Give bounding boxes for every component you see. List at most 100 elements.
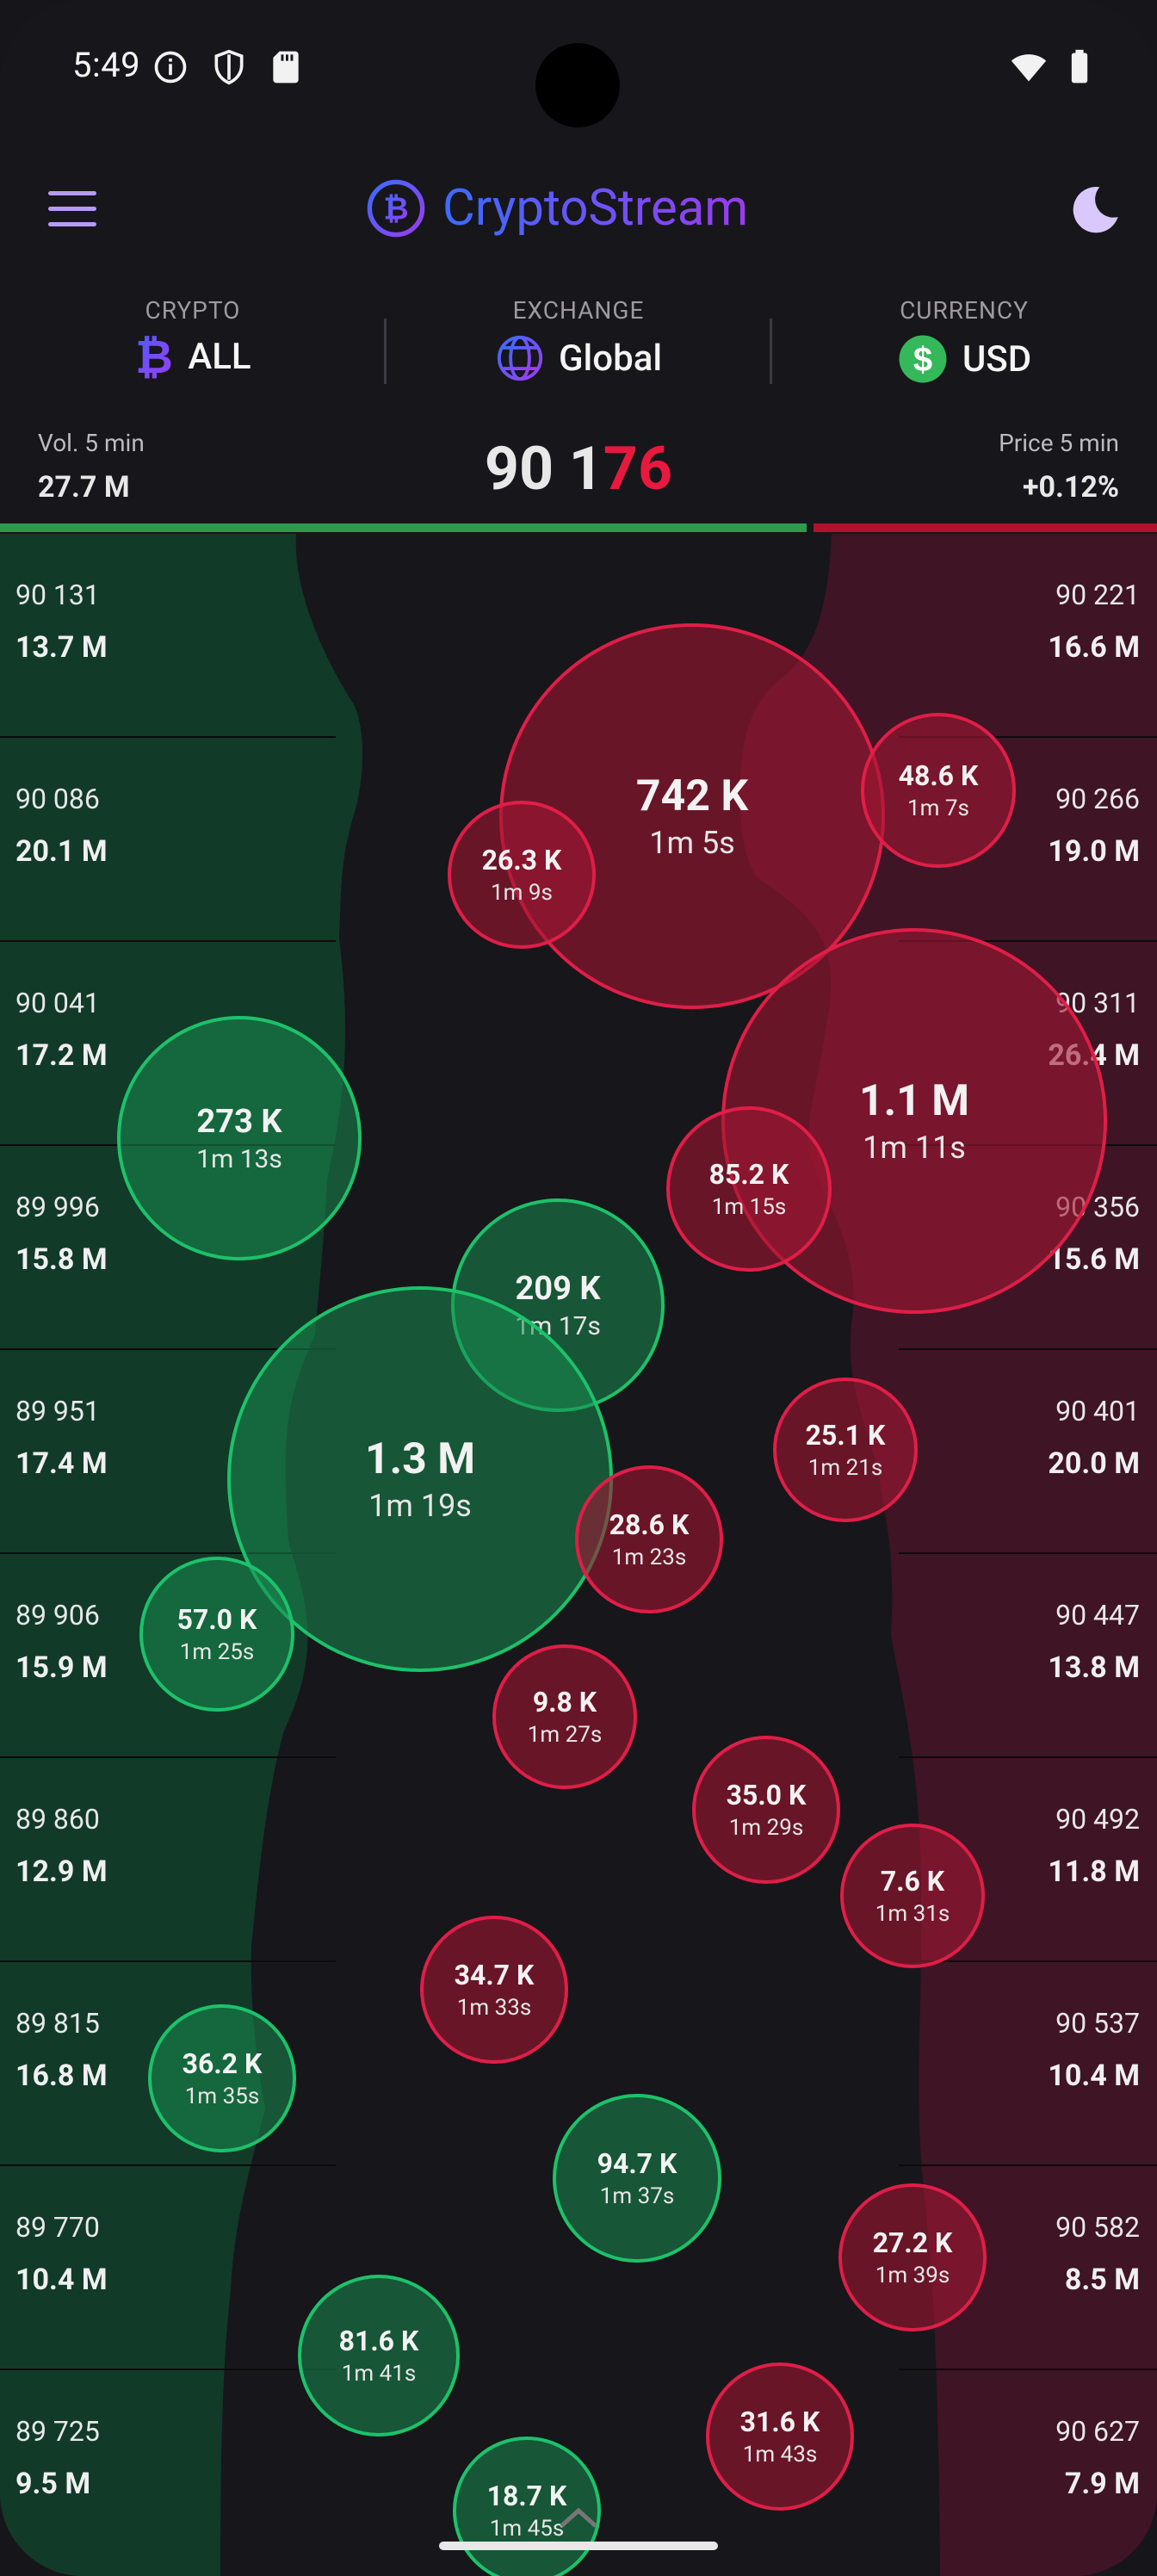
trade-bubble-sell[interactable]: 48.6 K 1m 7s (861, 713, 1016, 868)
ask-volume: 15.6 M (1048, 1242, 1140, 1277)
bid-volume: 20.1 M (15, 834, 108, 869)
svg-text:₿: ₿ (383, 191, 408, 226)
ask-price: 90 266 (1055, 783, 1140, 815)
ask-price: 90 627 (1055, 2415, 1140, 2448)
buy-pressure-bar (0, 523, 807, 532)
bitcoin-logo-icon: ₿ (367, 179, 425, 238)
bid-price: 89 815 (15, 2007, 100, 2040)
wifi-icon (1011, 54, 1047, 82)
price-prefix: 90 1 (484, 434, 603, 505)
trade-age: 1m 23s (611, 1545, 687, 1570)
trade-age: 1m 25s (179, 1639, 255, 1665)
currency-selector[interactable]: CURRENCY $ USD (835, 296, 1093, 385)
row-divider (0, 1960, 336, 1962)
trade-bubble-sell[interactable]: 9.8 K 1m 27s (492, 1644, 637, 1789)
menu-button[interactable] (48, 191, 96, 229)
trade-amount: 31.6 K (739, 2406, 820, 2438)
ask-price: 90 401 (1055, 1395, 1140, 1427)
order-book: 90 131 13.7 M 90 086 20.1 M 90 041 17.2 M 89 9… (0, 534, 1157, 2576)
bid-volume: 15.9 M (15, 1650, 108, 1685)
row-divider (0, 1348, 336, 1350)
volume-label: Vol. 5 min (38, 429, 145, 457)
trade-bubble-sell[interactable]: 31.6 K 1m 43s (706, 2362, 854, 2511)
change-label: Price 5 min (999, 429, 1119, 457)
app-title: CryptoStream (442, 179, 749, 238)
trade-bubble-sell[interactable]: 34.7 K 1m 33s (420, 1916, 568, 2064)
trade-bubble-buy[interactable]: 94.7 K 1m 37s (553, 2094, 721, 2263)
trade-amount: 742 K (635, 771, 749, 821)
trade-amount: 1.3 M (364, 1434, 476, 1484)
trade-bubble-sell[interactable]: 7.6 K 1m 31s (840, 1824, 985, 1968)
trade-bubble-buy[interactable]: 18.7 K 1m 45s (453, 2437, 601, 2576)
trade-amount: 28.6 K (609, 1508, 690, 1541)
trade-age: 1m 29s (728, 1815, 804, 1841)
ask-volume: 7.9 M (1064, 2467, 1140, 2501)
row-divider (0, 1552, 336, 1554)
row-divider (0, 2164, 336, 2166)
trade-bubble-sell[interactable]: 27.2 K 1m 39s (838, 2183, 987, 2331)
trade-amount: 35.0 K (726, 1779, 807, 1811)
trade-amount: 25.1 K (805, 1419, 886, 1452)
trade-amount: 18.7 K (486, 2480, 567, 2512)
trade-bubble-sell[interactable]: 26.3 K 1m 9s (448, 801, 596, 949)
trade-bubble-sell[interactable]: 28.6 K 1m 23s (575, 1465, 723, 1613)
row-divider (0, 1756, 336, 1758)
bid-price: 89 770 (15, 2211, 100, 2244)
row-divider (899, 1552, 1157, 1554)
trade-bubble-buy[interactable]: 36.2 K 1m 35s (148, 2004, 296, 2152)
trade-amount: 85.2 K (708, 1158, 789, 1191)
bid-volume: 17.4 M (15, 1446, 108, 1481)
ask-price: 90 582 (1055, 2211, 1140, 2244)
row-divider (0, 2369, 336, 2370)
trade-age: 1m 5s (649, 825, 735, 861)
trade-bubble-sell[interactable]: 25.1 K 1m 21s (773, 1378, 918, 1522)
crypto-value: ALL (188, 335, 251, 378)
bid-volume: 15.8 M (15, 1242, 108, 1277)
moon-icon[interactable] (1067, 183, 1123, 238)
trade-bubble-buy[interactable]: 81.6 K 1m 41s (298, 2275, 460, 2437)
trade-age: 1m 21s (807, 1455, 883, 1481)
bid-volume: 17.2 M (15, 1038, 108, 1073)
sell-pressure-bar (814, 523, 1157, 532)
trade-amount: 273 K (196, 1102, 282, 1141)
trade-age: 1m 15s (711, 1194, 787, 1220)
chevron-up-icon[interactable] (556, 2504, 601, 2533)
ask-price: 90 537 (1055, 2007, 1140, 2040)
volume-value: 27.7 M (38, 470, 130, 505)
row-divider (899, 736, 1157, 738)
ask-volume: 20.0 M (1048, 1446, 1140, 1481)
currency-label: CURRENCY (900, 296, 1029, 325)
bid-price: 90 086 (15, 783, 100, 815)
trade-bubble-buy[interactable]: 1.3 M 1m 19s (227, 1286, 613, 1672)
trade-age: 1m 45s (489, 2516, 565, 2542)
trade-amount: 9.8 K (532, 1686, 597, 1718)
trade-amount: 26.3 K (481, 844, 562, 876)
bid-volume: 16.8 M (15, 2059, 108, 2093)
exchange-selector[interactable]: EXCHANGE Global (449, 296, 708, 383)
bid-volume: 13.7 M (15, 630, 108, 665)
trade-bubble-sell[interactable]: 85.2 K 1m 15s (666, 1106, 832, 1272)
home-indicator[interactable] (439, 2542, 718, 2550)
trade-age: 1m 31s (875, 1901, 950, 1927)
trade-age: 1m 41s (341, 2361, 417, 2387)
selector-divider (770, 319, 772, 384)
ask-volume: 8.5 M (1064, 2263, 1140, 2297)
trade-age: 1m 37s (599, 2183, 675, 2209)
crypto-label: CRYPTO (145, 296, 241, 325)
crypto-selector[interactable]: CRYPTO ₿ ALL (64, 296, 322, 380)
trade-age: 1m 13s (196, 1143, 282, 1174)
trade-bubble-sell[interactable]: 35.0 K 1m 29s (692, 1736, 840, 1884)
bid-price: 89 906 (15, 1599, 100, 1632)
currency-value: USD (962, 337, 1032, 381)
trade-age: 1m 27s (527, 1722, 603, 1748)
bid-price: 90 041 (15, 987, 100, 1019)
trade-bubble-buy[interactable]: 273 K 1m 13s (117, 1016, 362, 1260)
trade-amount: 34.7 K (454, 1959, 535, 1991)
row-divider (899, 2164, 1157, 2166)
trade-age: 1m 35s (184, 2084, 260, 2109)
trade-age: 1m 7s (907, 796, 969, 821)
trade-age: 1m 19s (368, 1488, 472, 1524)
trade-bubble-buy[interactable]: 57.0 K 1m 25s (139, 1557, 294, 1712)
row-divider (0, 940, 336, 942)
